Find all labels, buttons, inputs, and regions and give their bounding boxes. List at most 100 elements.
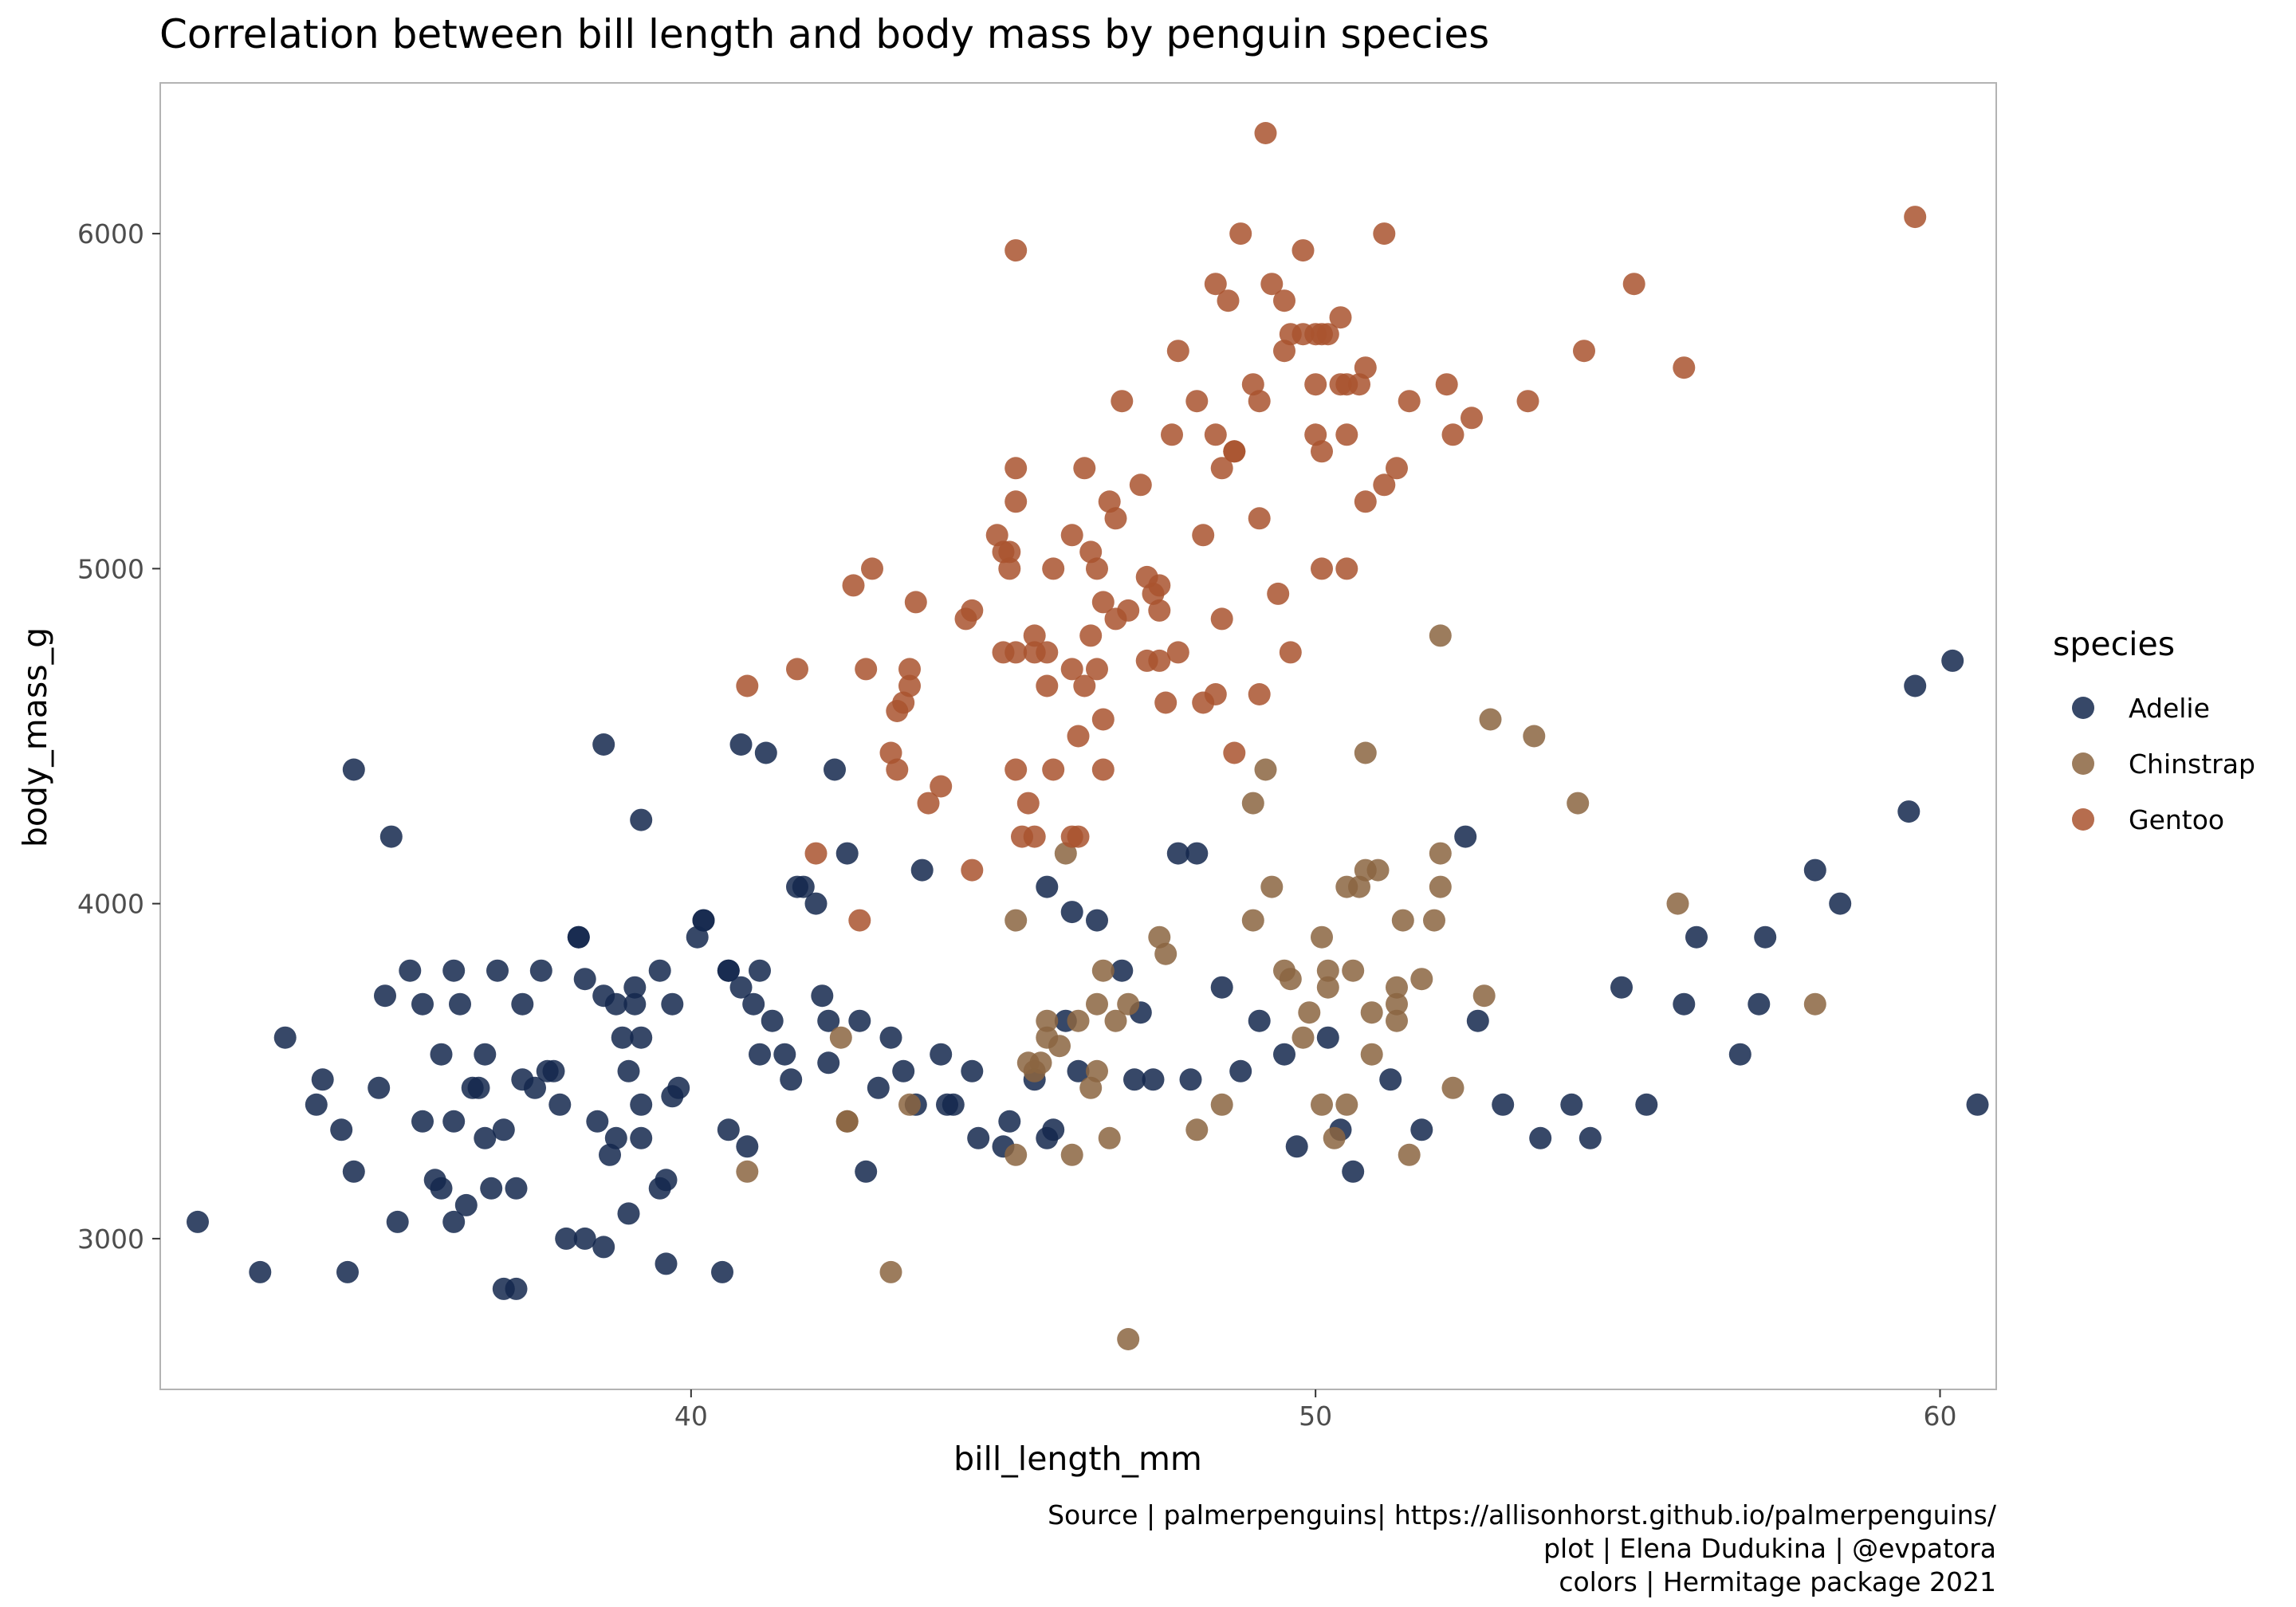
point-gentoo — [892, 691, 915, 714]
point-chinstrap — [1311, 1093, 1333, 1116]
point-adelie — [623, 976, 647, 999]
point-chinstrap — [1323, 1126, 1346, 1149]
chart-title: Correlation between bill length and body… — [159, 11, 1489, 57]
series-chinstrap — [736, 624, 1826, 1350]
point-gentoo — [1248, 507, 1271, 530]
point-adelie — [1560, 1093, 1583, 1116]
point-adelie — [648, 959, 671, 982]
point-gentoo — [917, 792, 940, 815]
point-adelie — [761, 1009, 784, 1032]
point-adelie — [811, 984, 834, 1008]
point-adelie — [474, 1043, 497, 1066]
point-adelie — [686, 925, 709, 949]
point-chinstrap — [1386, 1009, 1408, 1032]
legend-key-gentoo — [2072, 808, 2094, 831]
point-chinstrap — [1241, 792, 1264, 815]
point-chinstrap — [1410, 968, 1433, 991]
point-chinstrap — [1117, 1328, 1140, 1350]
point-adelie — [573, 968, 596, 991]
point-adelie — [1086, 909, 1108, 932]
point-adelie — [305, 1093, 328, 1116]
point-gentoo — [1204, 683, 1227, 705]
point-chinstrap — [1054, 842, 1077, 865]
y-axis: 3000 4000 5000 6000 — [77, 218, 160, 1255]
point-adelie — [1941, 649, 1964, 672]
point-adelie — [368, 1076, 391, 1099]
y-axis-title: body_mass_g — [16, 627, 54, 847]
point-gentoo — [998, 540, 1021, 564]
point-chinstrap — [1360, 1001, 1383, 1024]
point-chinstrap — [1098, 1126, 1121, 1149]
point-adelie — [311, 1068, 334, 1091]
point-gentoo — [898, 674, 921, 697]
point-adelie — [1210, 976, 1233, 999]
point-adelie — [1185, 842, 1209, 865]
point-adelie — [1410, 1118, 1433, 1141]
point-gentoo — [1036, 674, 1059, 697]
point-chinstrap — [1254, 758, 1277, 781]
point-chinstrap — [1060, 1143, 1083, 1166]
point-gentoo — [855, 658, 878, 681]
point-adelie — [804, 892, 828, 915]
point-adelie — [379, 825, 403, 848]
point-adelie — [1342, 1160, 1365, 1183]
point-adelie — [773, 1043, 796, 1066]
point-chinstrap — [1311, 925, 1333, 949]
caption-line-plot: plot | Elena Dudukina | @evpatora — [1543, 1533, 1996, 1564]
point-gentoo — [1223, 741, 1246, 764]
point-adelie — [630, 1026, 653, 1049]
point-adelie — [630, 808, 653, 831]
point-adelie — [967, 1126, 990, 1149]
point-adelie — [555, 1227, 578, 1250]
point-chinstrap — [1348, 875, 1370, 898]
point-gentoo — [1073, 674, 1096, 697]
point-adelie — [617, 1059, 640, 1082]
point-gentoo — [1373, 473, 1396, 497]
point-chinstrap — [1260, 875, 1284, 898]
point-adelie — [505, 1277, 528, 1300]
point-gentoo — [985, 524, 1008, 547]
point-chinstrap — [1803, 992, 1826, 1016]
point-gentoo — [786, 658, 808, 681]
point-adelie — [867, 1076, 890, 1099]
legend-label-gentoo: Gentoo — [2129, 804, 2224, 835]
point-adelie — [1166, 842, 1189, 865]
point-chinstrap — [829, 1026, 852, 1049]
point-adelie — [749, 1043, 771, 1066]
point-gentoo — [1166, 340, 1189, 363]
point-adelie — [1142, 1068, 1165, 1091]
point-gentoo — [1005, 758, 1028, 781]
caption-line-source: Source | palmerpenguins| https://allison… — [1048, 1499, 1997, 1530]
point-adelie — [848, 1009, 871, 1032]
point-adelie — [386, 1210, 409, 1233]
point-adelie — [273, 1026, 297, 1049]
point-gentoo — [1091, 708, 1115, 731]
point-gentoo — [1516, 390, 1539, 413]
point-chinstrap — [1429, 842, 1452, 865]
point-gentoo — [1435, 373, 1458, 396]
point-adelie — [1466, 1009, 1489, 1032]
point-chinstrap — [1067, 1009, 1090, 1032]
y-tick-label: 6000 — [77, 218, 144, 249]
point-chinstrap — [1117, 992, 1140, 1016]
point-adelie — [454, 1193, 478, 1216]
x-axis: 40 50 60 — [674, 1389, 1957, 1432]
point-adelie — [604, 992, 627, 1016]
point-gentoo — [1904, 206, 1927, 229]
point-adelie — [430, 1043, 453, 1066]
point-adelie — [930, 1043, 953, 1066]
point-gentoo — [842, 574, 865, 597]
point-adelie — [430, 1177, 453, 1200]
point-gentoo — [1111, 390, 1134, 413]
point-chinstrap — [1366, 859, 1390, 882]
point-adelie — [1803, 859, 1826, 882]
point-adelie — [661, 992, 684, 1016]
point-gentoo — [1117, 599, 1140, 622]
point-chinstrap — [1185, 1118, 1209, 1141]
point-adelie — [548, 1093, 572, 1116]
point-gentoo — [1098, 490, 1121, 513]
point-gentoo — [961, 859, 984, 882]
point-gentoo — [1166, 641, 1189, 664]
point-adelie — [630, 1126, 653, 1149]
point-gentoo — [1192, 524, 1215, 547]
